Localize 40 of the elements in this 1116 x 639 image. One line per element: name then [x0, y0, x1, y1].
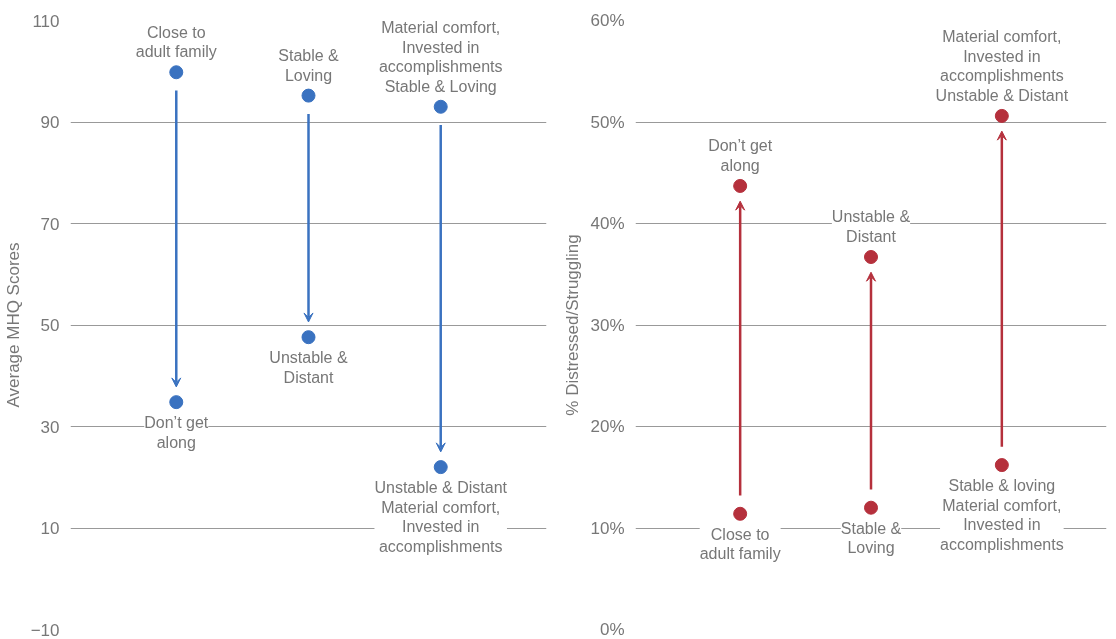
y-tick-label: 10% [590, 518, 625, 538]
y-tick-label: 90 [40, 113, 60, 132]
y-tick-label: 30% [590, 315, 625, 335]
annotation: Stable & loving Material comfort, Invested in accomplishments [940, 477, 1064, 553]
point [433, 99, 448, 114]
y-tick-label: 50 [40, 316, 60, 335]
y-tick-label: 60% [590, 11, 625, 30]
annotation: Don’t get along [144, 414, 209, 451]
annotation: Stable & Loving [278, 47, 340, 84]
annotation: Don’t get along [708, 137, 773, 174]
point [994, 458, 1009, 473]
annotation: Material comfort, Invested in accomplishments Unstable & Distant [935, 28, 1069, 104]
point [864, 500, 878, 515]
annotation: Material comfort, Invested in accomplishments Stable & Loving [378, 19, 503, 95]
annotation: Stable & Loving [840, 519, 902, 557]
point [301, 88, 316, 103]
y-tick-label: 70 [40, 214, 60, 234]
y-tick-label: 20% [590, 417, 625, 436]
annotation: Close to adult family [135, 23, 217, 61]
annotation: Unstable & Distant [831, 208, 911, 245]
point [733, 178, 748, 193]
annotation: Unstable & Distant Material comfort, Invested in accomplishments [374, 479, 508, 555]
point [994, 108, 1009, 123]
y-tick-label: 110 [32, 11, 60, 31]
point [169, 395, 184, 410]
point [301, 330, 316, 345]
y-axis-title: Average MHQ Scores [3, 242, 23, 408]
y-tick-label: 30 [40, 417, 60, 437]
point [169, 65, 184, 80]
y-tick-label: 10 [40, 519, 60, 538]
annotation: Unstable & Distant [269, 349, 348, 386]
annotation: Close to adult family [699, 525, 781, 563]
point [733, 506, 748, 521]
y-tick-label: 50% [590, 112, 625, 132]
y-tick-label: −10 [30, 620, 60, 639]
point [864, 250, 878, 264]
point [433, 460, 448, 475]
y-tick-label: 0% [599, 620, 625, 639]
y-tick-label: 40% [590, 214, 625, 233]
y-axis-title: % Distressed/Struggling [563, 234, 583, 416]
